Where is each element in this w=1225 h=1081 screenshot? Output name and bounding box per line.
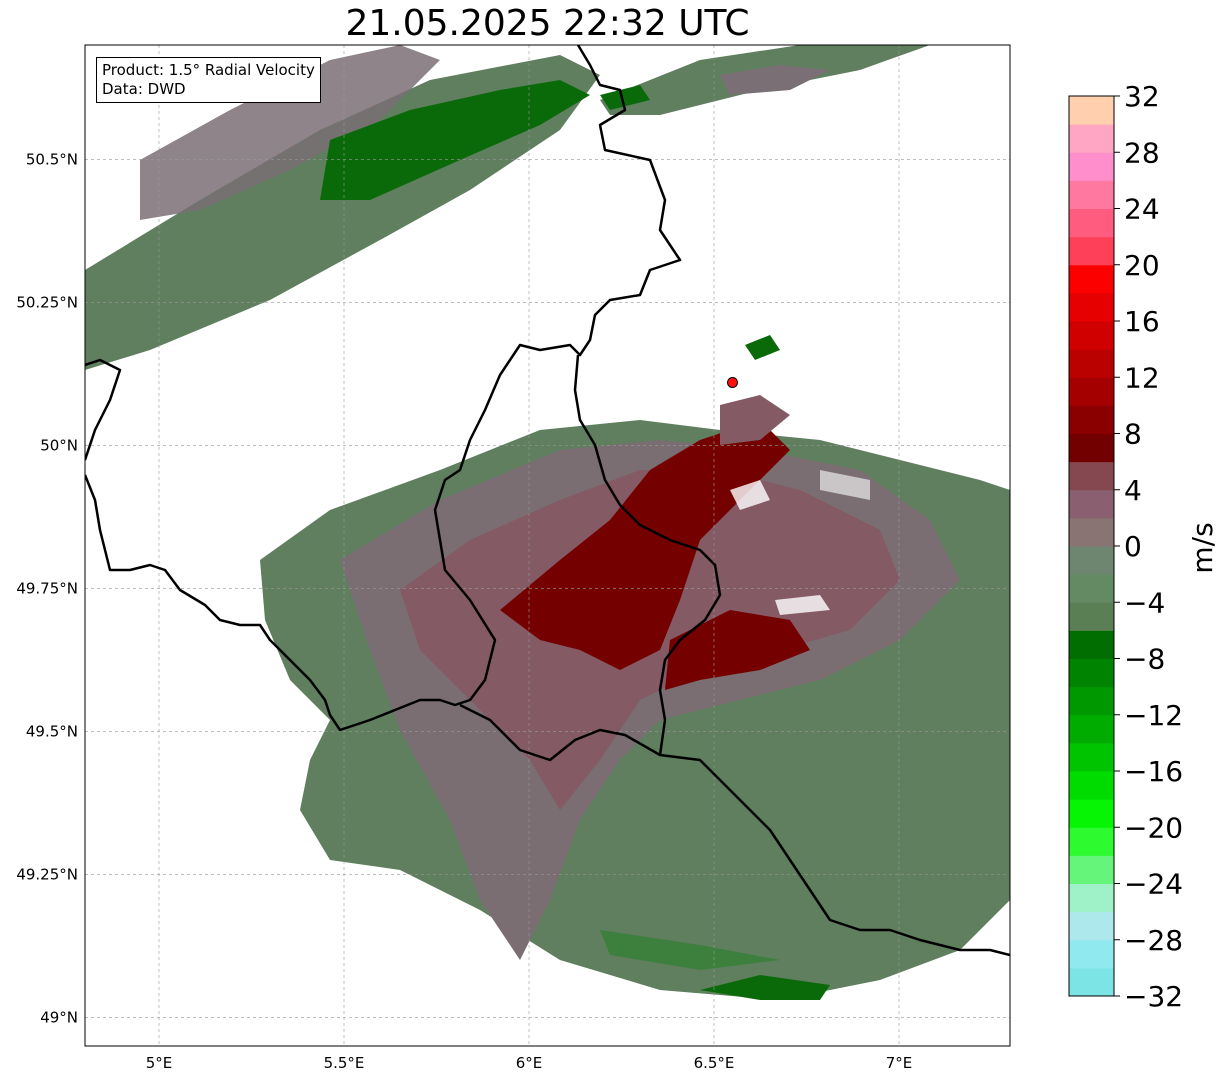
colorbar-segment [1069, 911, 1114, 941]
colorbar-tick-label: 24 [1124, 193, 1160, 226]
lon-tick-label: 5°E [146, 1054, 173, 1072]
colorbar-segment [1069, 377, 1114, 406]
colorbar-segment [1069, 855, 1114, 884]
graticule-grid [85, 45, 1010, 1046]
colorbar-tick-label: 16 [1124, 305, 1160, 338]
colorbar-tick-label: −20 [1124, 811, 1183, 844]
latitude-tick-labels: 50.5°N 50.25°N 50°N 49.75°N 49.5°N 49.25°N 49°… [16, 150, 78, 1026]
lat-tick-label: 50.5°N [26, 150, 78, 168]
lat-tick-label: 50.25°N [16, 293, 78, 311]
colorbar-segment [1069, 349, 1114, 378]
colorbar: 32 28 24 20 16 12 8 4 0 −4 −8 −12 −16 −20 −24 −28 −32 [1068, 80, 1183, 1013]
colorbar-segment [1069, 967, 1114, 997]
colorbar-segment [1069, 405, 1114, 434]
radar-echo-layer [85, 45, 1010, 1000]
colorbar-segment [1069, 124, 1114, 153]
colorbar-tick-label: 20 [1124, 249, 1160, 282]
lat-tick-label: 50°N [40, 436, 78, 454]
colorbar-tick-label: 8 [1124, 418, 1142, 451]
colorbar-segment [1069, 292, 1114, 322]
colorbar-tick-label: 28 [1124, 136, 1160, 169]
lat-tick-label: 49°N [40, 1008, 78, 1026]
product-label: Product: 1.5° Radial Velocity [102, 61, 315, 79]
colorbar-segment [1069, 602, 1114, 631]
lon-tick-label: 6.5°E [694, 1054, 735, 1072]
colorbar-segment [1069, 180, 1114, 209]
colorbar-segment [1069, 152, 1114, 181]
colorbar-segment [1069, 517, 1114, 547]
colorbar-tick-label: −24 [1124, 868, 1183, 901]
radar-site-marker [727, 376, 738, 388]
info-box: Product: 1.5° Radial Velocity Data: DWD [96, 57, 321, 103]
colorbar-segment [1069, 658, 1114, 688]
lat-tick-label: 49.25°N [16, 865, 78, 883]
colorbar-tick-label: 32 [1124, 80, 1160, 113]
colorbar-tick-label: −16 [1124, 755, 1183, 788]
colorbar-unit-label: m/s [1186, 522, 1219, 573]
colorbar-tick-label: −32 [1124, 980, 1183, 1013]
colorbar-segment [1069, 433, 1114, 463]
map-plot-area [85, 45, 1010, 1046]
lon-tick-label: 6°E [516, 1054, 543, 1072]
data-source-label: Data: DWD [102, 80, 186, 98]
colorbar-segment [1069, 771, 1114, 800]
lon-tick-label: 7°E [886, 1054, 913, 1072]
colorbar-segment [1069, 208, 1114, 238]
lat-tick-label: 49.5°N [26, 722, 78, 740]
colorbar-segment [1069, 489, 1114, 519]
colorbar-segment [1069, 799, 1114, 828]
colorbar-tick-label: −4 [1124, 586, 1165, 619]
colorbar-tick-label: 4 [1124, 474, 1142, 507]
colorbar-segment [1069, 827, 1114, 856]
colorbar-segment [1069, 742, 1114, 772]
colorbar-segment [1069, 321, 1114, 350]
lon-tick-label: 5.5°E [324, 1054, 365, 1072]
colorbar-segment [1069, 546, 1114, 575]
longitude-tick-labels: 5°E 5.5°E 6°E 6.5°E 7°E [146, 1054, 913, 1072]
colorbar-tick-label: 12 [1124, 361, 1160, 394]
colorbar-segment [1069, 630, 1114, 659]
colorbar-tick-label: −8 [1124, 643, 1165, 676]
colorbar-segment [1069, 939, 1114, 969]
map-frame [84, 44, 1011, 1047]
colorbar-segment [1069, 264, 1114, 294]
colorbar-segment [1069, 686, 1114, 716]
country-borders [85, 45, 1010, 957]
lat-tick-label: 49.75°N [16, 579, 78, 597]
colorbar-tick-label: −28 [1124, 924, 1183, 957]
colorbar-tick-label: −12 [1124, 699, 1183, 732]
colorbar-segment [1069, 574, 1114, 603]
colorbar-segment [1069, 714, 1114, 744]
colorbar-tick-label: 0 [1124, 530, 1142, 563]
map-title: 21.05.2025 22:32 UTC [345, 3, 750, 44]
colorbar-segment [1069, 236, 1114, 266]
colorbar-segment [1069, 96, 1114, 125]
colorbar-segment [1069, 461, 1114, 491]
colorbar-segment [1069, 883, 1114, 913]
